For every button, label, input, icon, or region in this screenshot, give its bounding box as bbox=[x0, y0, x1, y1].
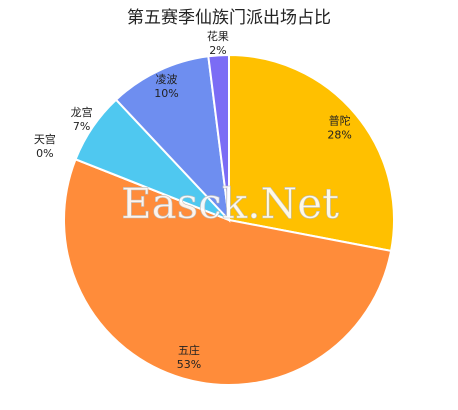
data-label: 10% bbox=[154, 87, 178, 100]
slice-label: 普陀 bbox=[329, 113, 351, 127]
pie-slice bbox=[114, 55, 231, 223]
slice-label: 五庄 bbox=[178, 343, 200, 357]
slice-label: 天宫 bbox=[34, 132, 56, 146]
slice-label: 龙宫 bbox=[71, 105, 93, 119]
data-label: 2% bbox=[209, 44, 226, 57]
pie-slice bbox=[207, 53, 230, 221]
data-label: 0% bbox=[36, 147, 53, 160]
watermark: Easck.Net bbox=[121, 179, 339, 228]
data-label: 7% bbox=[73, 120, 90, 133]
pie-slice bbox=[228, 53, 395, 253]
slice-label: 凌波 bbox=[155, 72, 177, 86]
data-label: 53% bbox=[177, 358, 201, 371]
slices bbox=[63, 53, 395, 386]
pie-slice bbox=[63, 157, 393, 386]
slice-label: 花果 bbox=[207, 30, 229, 43]
chart-title: 第五赛季仙族门派出场占比 bbox=[127, 7, 331, 28]
data-label: 28% bbox=[327, 128, 351, 141]
